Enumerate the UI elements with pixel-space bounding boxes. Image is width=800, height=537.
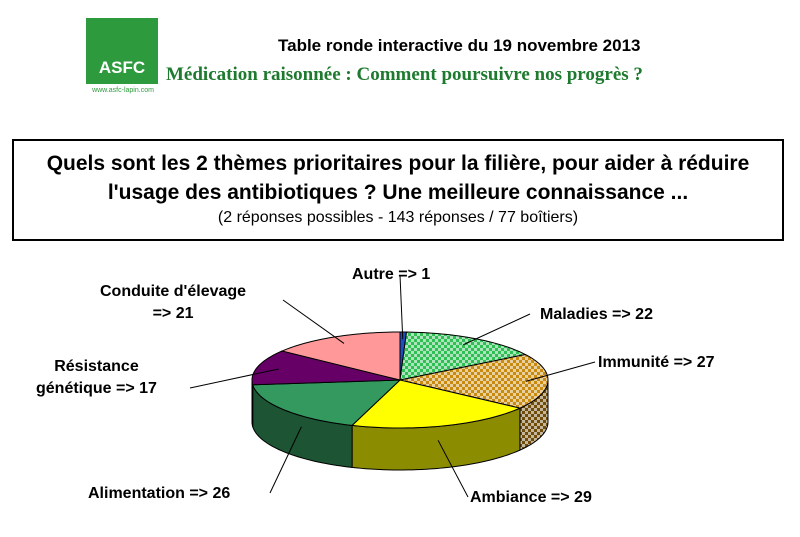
- slice: [251, 350, 401, 386]
- data-label: Autre => 1: [352, 266, 431, 283]
- leader-line: [525, 361, 596, 382]
- leader-line: [282, 299, 345, 344]
- data-label: Maladies => 22: [540, 306, 653, 323]
- leader-line: [189, 368, 280, 389]
- data-label: Conduite d'élevage => 21: [100, 283, 247, 322]
- chart-title: Quels sont les 2 thèmes prioritaires pou…: [46, 152, 750, 204]
- logo: ASFC: [86, 18, 158, 84]
- leader-line: [269, 426, 302, 494]
- question-box: Quels sont les 2 thèmes prioritaires pou…: [12, 139, 784, 241]
- chart-subtitle: (2 réponses possibles - 143 réponses / 7…: [217, 209, 579, 226]
- leader-line: [437, 440, 469, 498]
- leader-line: [399, 274, 404, 340]
- data-label: Alimentation => 26: [88, 485, 231, 502]
- data-label: Résistance génétique => 17: [36, 358, 157, 397]
- slice: [399, 353, 549, 409]
- data-label: Immunité => 27: [598, 354, 715, 371]
- slice-side: [251, 380, 254, 427]
- data-label: Ambiance => 29: [470, 489, 592, 506]
- slice: [350, 379, 522, 429]
- slice: [399, 331, 527, 381]
- slice: [252, 379, 402, 426]
- subtitle: Médication raisonnée : Comment poursuivr…: [166, 64, 643, 85]
- logo-url: www.asfc-lapin.com: [92, 87, 154, 94]
- event-title: Table ronde interactive du 19 novembre 2…: [278, 36, 641, 55]
- leader-line: [463, 313, 531, 346]
- logo-text: ASFC: [98, 58, 146, 77]
